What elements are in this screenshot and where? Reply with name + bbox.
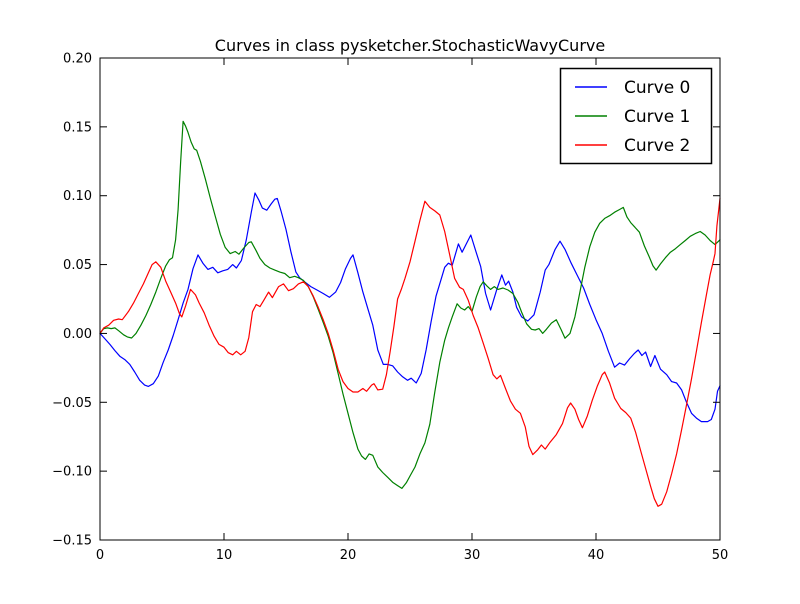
y-tick-label: 0.15 (63, 120, 92, 135)
y-tick-label: 0.10 (63, 189, 92, 204)
legend-label-2: Curve 2 (624, 136, 690, 156)
x-tick-label: 20 (340, 548, 357, 563)
y-tick-label: −0.05 (52, 396, 92, 411)
x-tick-label: 50 (712, 548, 729, 563)
plot-border (99, 57, 721, 541)
curve-line-1 (99, 120, 721, 489)
legend: Curve 0 Curve 1 Curve 2 (559, 67, 713, 165)
chart-title: Curves in class pysketcher.StochasticWav… (215, 36, 605, 55)
y-tick-label: −0.10 (52, 465, 92, 480)
curve-line-2 (99, 197, 721, 507)
legend-label-0: Curve 0 (624, 78, 690, 98)
legend-label-1: Curve 1 (624, 107, 690, 127)
axes-layer: 0 10 20 30 40 50 −0.15 −0.10 −0.05 0.00 0.05 0.10 0.… (52, 52, 728, 564)
curves-layer (99, 120, 721, 507)
y-tick-label: 0.00 (63, 327, 92, 342)
y-tick-label: −0.15 (52, 534, 92, 549)
x-tick-label: 10 (216, 548, 233, 563)
y-tick-label: 0.05 (63, 258, 92, 273)
x-tick-label: 0 (96, 548, 104, 563)
x-tick-label: 40 (588, 548, 605, 563)
y-tick-label: 0.20 (63, 52, 92, 67)
x-tick-label: 30 (464, 548, 481, 563)
curve-line-0 (99, 192, 721, 423)
